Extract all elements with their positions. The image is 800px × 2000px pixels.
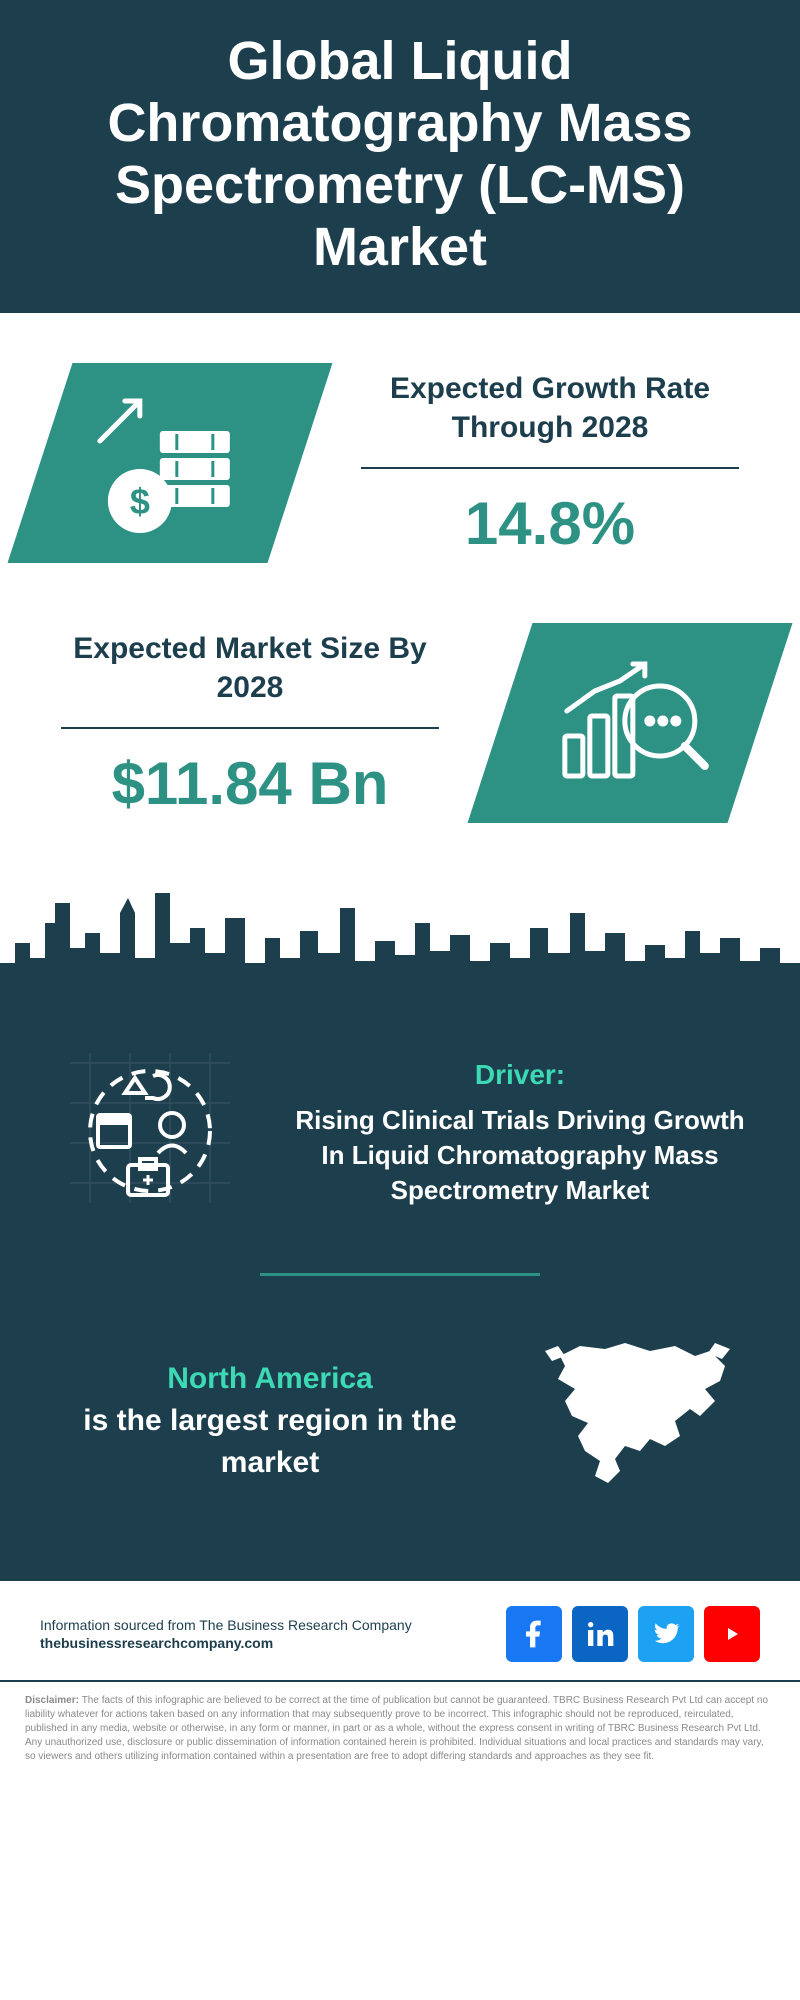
region-rest: is the largest region in the market <box>83 1404 456 1479</box>
size-stat-block: Expected Market Size By 2028 $11.84 Bn <box>40 629 460 818</box>
region-highlight: North America <box>167 1362 373 1395</box>
stat-section-size: Expected Market Size By 2028 $11.84 Bn <box>0 593 800 883</box>
stat-section-growth: $ Expected Growth Rate Through 2028 14.8… <box>0 313 800 593</box>
svg-text:$: $ <box>130 481 150 522</box>
growth-value: 14.8% <box>340 489 760 558</box>
footer-source: Information sourced from The Business Re… <box>40 1617 412 1633</box>
clinical-trials-icon <box>50 1043 250 1223</box>
disclaimer-label: Disclaimer: <box>25 1695 82 1706</box>
region-text: North America is the largest region in t… <box>50 1358 490 1484</box>
footer: Information sourced from The Business Re… <box>0 1581 800 1680</box>
youtube-icon[interactable] <box>704 1606 760 1662</box>
growth-label: Expected Growth Rate Through 2028 <box>340 369 760 447</box>
disclaimer: Disclaimer: The facts of this infographi… <box>0 1680 800 1789</box>
driver-icon-box <box>50 1043 250 1223</box>
divider <box>61 727 439 729</box>
dark-section: Driver: Rising Clinical Trials Driving G… <box>0 1003 800 1581</box>
size-label: Expected Market Size By 2028 <box>40 629 460 707</box>
size-value: $11.84 Bn <box>40 749 460 818</box>
driver-text-block: Driver: Rising Clinical Trials Driving G… <box>290 1059 750 1208</box>
linkedin-icon[interactable] <box>572 1606 628 1662</box>
twitter-icon[interactable] <box>638 1606 694 1662</box>
city-skyline-container <box>0 883 800 1003</box>
map-icon <box>530 1331 750 1511</box>
disclaimer-text: The facts of this infographic are believ… <box>25 1695 768 1762</box>
facebook-icon[interactable] <box>506 1606 562 1662</box>
footer-text: Information sourced from The Business Re… <box>40 1617 412 1651</box>
chart-analysis-icon <box>545 646 715 796</box>
footer-url: thebusinessresearchcompany.com <box>40 1635 412 1651</box>
growth-icon-container: $ <box>8 363 333 563</box>
driver-label: Driver: <box>290 1059 750 1091</box>
teal-divider <box>260 1273 540 1276</box>
divider <box>361 467 739 469</box>
header-title: Global Liquid Chromatography Mass Spectr… <box>0 0 800 313</box>
size-icon-container <box>468 623 793 823</box>
driver-description: Rising Clinical Trials Driving Growth In… <box>290 1103 750 1208</box>
region-row: North America is the largest region in t… <box>50 1331 750 1511</box>
city-skyline-icon <box>0 883 800 1003</box>
social-icons <box>506 1606 760 1662</box>
north-america-map <box>530 1331 750 1511</box>
growth-stat-block: Expected Growth Rate Through 2028 14.8% <box>340 369 760 558</box>
money-growth-icon: $ <box>85 386 255 536</box>
driver-row: Driver: Rising Clinical Trials Driving G… <box>50 1043 750 1223</box>
